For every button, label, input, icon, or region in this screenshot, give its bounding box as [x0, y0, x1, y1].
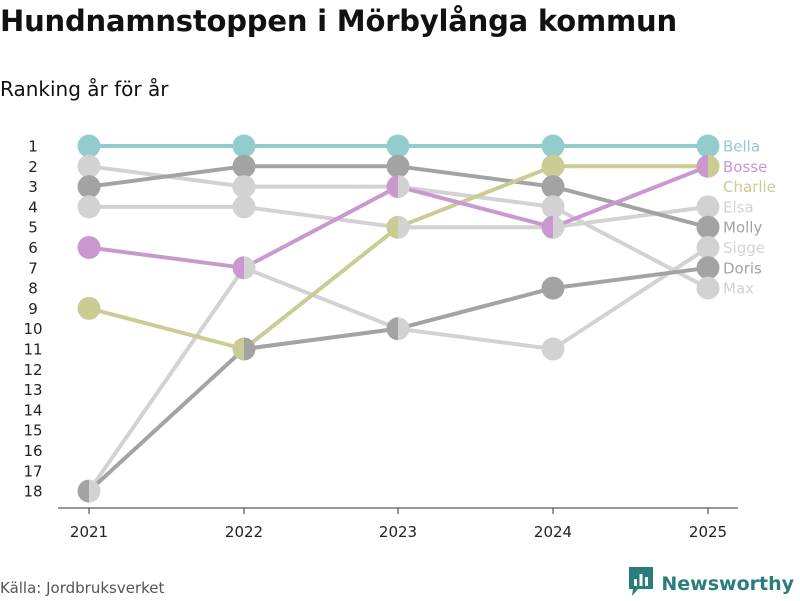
- marker-elsa-2024: [553, 215, 565, 239]
- marker-doris-2024: [541, 276, 565, 300]
- marker-max-2024: [541, 195, 565, 219]
- marker-doris-2021: [77, 479, 89, 503]
- marker-molly-2021: [77, 175, 101, 199]
- marker-max-2021: [77, 154, 101, 178]
- brand-name: Newsworthy: [661, 573, 794, 595]
- end-label-bella: Bella: [723, 138, 760, 156]
- y-tick-label-17: 17: [23, 462, 42, 480]
- brand-logo: Newsworthy: [629, 567, 794, 601]
- marker-bella-2022: [232, 134, 256, 158]
- y-tick-label-14: 14: [23, 401, 42, 419]
- y-tick-label-1: 1: [28, 138, 38, 156]
- end-label-elsa: Elsa: [723, 198, 754, 216]
- marker-bosse-2021: [77, 236, 101, 259]
- y-tick-label-15: 15: [23, 422, 42, 440]
- x-tick-label-2022: 2022: [225, 523, 263, 541]
- newsworthy-logo-icon: [629, 567, 654, 601]
- marker-max-2022: [232, 175, 256, 199]
- y-tick-label-9: 9: [28, 300, 38, 318]
- end-label-molly: Molly: [723, 219, 762, 237]
- end-label-bosse: Bosse: [723, 158, 767, 176]
- marker-bosse-2022: [232, 256, 244, 280]
- y-tick-label-16: 16: [23, 442, 42, 460]
- y-tick-label-7: 7: [28, 259, 38, 277]
- marker-bella-2024: [541, 134, 565, 158]
- y-tick-label-12: 12: [23, 361, 42, 379]
- marker-charlie-2024: [541, 154, 565, 178]
- x-tick-label-2024: 2024: [534, 523, 572, 541]
- marker-doris-2023: [386, 317, 398, 341]
- y-tick-label-2: 2: [28, 158, 38, 176]
- y-tick-label-18: 18: [23, 483, 42, 501]
- marker-max-2023: [398, 175, 410, 199]
- chart-subtitle: Ranking år för år: [0, 77, 169, 101]
- y-tick-label-11: 11: [23, 341, 42, 359]
- marker-bella-2023: [386, 134, 410, 158]
- y-tick-label-6: 6: [28, 239, 38, 257]
- y-tick-label-8: 8: [28, 280, 38, 298]
- marker-sigge-2025: [696, 236, 720, 259]
- marker-sigge-2021: [89, 479, 101, 503]
- y-tick-label-5: 5: [28, 219, 38, 237]
- source-note: Källa: Jordbruksverket: [0, 579, 165, 597]
- marker-charlie-2023: [386, 215, 398, 239]
- marker-molly-2024: [541, 175, 565, 199]
- marker-doris-2025: [696, 256, 720, 280]
- y-tick-label-10: 10: [23, 320, 42, 338]
- marker-charlie-2022: [232, 337, 244, 361]
- marker-sigge-2023: [398, 317, 410, 341]
- end-label-doris: Doris: [723, 259, 762, 277]
- chart-title: Hundnamnstoppen i Mörbylånga kommun: [0, 4, 677, 38]
- marker-bella-2021: [77, 134, 101, 158]
- y-tick-label-3: 3: [28, 178, 38, 196]
- x-tick-label-2021: 2021: [70, 523, 108, 541]
- y-tick-label-4: 4: [28, 198, 38, 216]
- series-line-sigge: [87, 245, 710, 494]
- marker-elsa-2023: [398, 215, 410, 239]
- marker-molly-2023: [386, 154, 410, 178]
- marker-elsa-2022: [232, 195, 256, 219]
- y-tick-label-13: 13: [23, 381, 42, 399]
- marker-bosse-2025: [696, 154, 708, 178]
- marker-elsa-2021: [77, 195, 101, 219]
- end-label-charlie: Charlie: [723, 178, 776, 196]
- marker-molly-2025: [696, 215, 720, 239]
- marker-bosse-2024: [541, 215, 553, 239]
- marker-charlie-2021: [77, 296, 101, 320]
- marker-molly-2022: [232, 154, 256, 178]
- marker-elsa-2025: [696, 195, 720, 219]
- end-label-max: Max: [723, 280, 754, 298]
- marker-sigge-2024: [541, 337, 565, 361]
- series-line-doris: [87, 265, 710, 494]
- marker-sigge-2022: [244, 256, 256, 280]
- end-label-sigge: Sigge: [723, 239, 765, 257]
- marker-bella-2025: [696, 134, 720, 158]
- x-tick-label-2025: 2025: [689, 523, 727, 541]
- marker-doris-2022: [244, 337, 256, 361]
- marker-charlie-2025: [708, 154, 720, 178]
- marker-max-2025: [696, 276, 720, 300]
- marker-bosse-2023: [386, 175, 398, 199]
- x-tick-label-2023: 2023: [379, 523, 417, 541]
